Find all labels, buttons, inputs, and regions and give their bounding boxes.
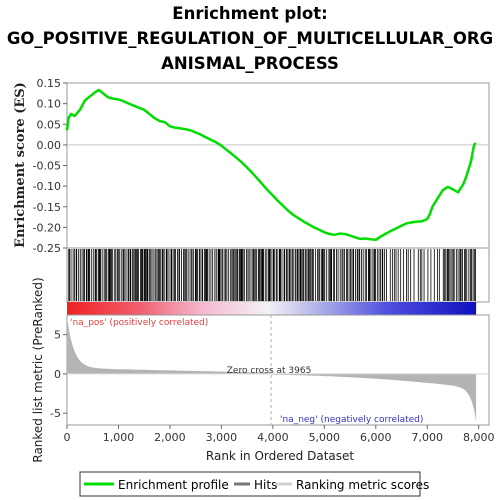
chart-title-line-3: ANISMAL_PROCESS	[161, 54, 339, 73]
legend-frame	[79, 471, 421, 497]
x-tick-label: 0	[64, 431, 71, 444]
es-tick-label: -0.25	[33, 242, 61, 255]
color-bar-gradient	[67, 302, 477, 315]
positive-correlation-label: 'na_pos' (positively correlated)	[70, 318, 208, 328]
es-tick-label: -0.05	[33, 160, 61, 173]
metric-tick-label: -5	[50, 407, 61, 420]
hits-panel	[66, 247, 490, 303]
es-tick-label: -0.15	[33, 201, 61, 214]
x-tick-label: 1,000	[103, 431, 135, 444]
x-tick-label: 4,000	[257, 431, 289, 444]
es-axis-label: Enrichment score (ES)	[13, 82, 28, 248]
es-tick-label: 0.00	[37, 139, 62, 152]
x-tick-label: 7,000	[411, 431, 443, 444]
ranking-color-bar	[67, 302, 477, 315]
es-tick-label: -0.20	[33, 221, 61, 234]
es-tick-label: 0.10	[37, 98, 62, 111]
es-tick-label: 0.15	[37, 77, 62, 90]
x-tick-label: 6,000	[360, 431, 392, 444]
legend-label-enrichment-profile: Enrichment profile	[118, 478, 229, 492]
x-axis-label: Rank in Ordered Dataset	[206, 449, 354, 463]
es-tick-label: -0.10	[33, 180, 61, 193]
metric-axis-label: Ranked list metric (PreRanked)	[31, 277, 45, 462]
negative-correlation-label: 'na_neg' (negatively correlated)	[280, 415, 423, 425]
metric-tick-label: 5	[54, 329, 61, 342]
x-tick-label: 8,000	[463, 431, 495, 444]
x-tick-label: 2,000	[154, 431, 186, 444]
x-tick-label: 5,000	[309, 431, 341, 444]
metric-tick-label: 0	[54, 368, 61, 381]
es-panel-frame	[66, 82, 490, 249]
enrichment-profile-line	[65, 88, 477, 242]
legend: Enrichment profile Hits Ranking metric s…	[79, 471, 429, 497]
es-tick-label: 0.05	[37, 118, 62, 131]
es-panel: 0.15 0.10 0.05 0.00 -0.05 -0.10 -0.15 -0.20 -0.2…	[33, 77, 490, 255]
metric-panel: 5 0 -5 'na_pos' (positively correlated) Ze…	[50, 314, 490, 426]
chart-title-line-1: Enrichment plot:	[172, 4, 327, 23]
chart-title-line-2: GO_POSITIVE_REGULATION_OF_MULTICELLULAR_…	[7, 29, 493, 48]
x-tick-label: 3,000	[206, 431, 238, 444]
legend-label-ranking-metric: Ranking metric scores	[296, 478, 429, 492]
legend-label-hits: Hits	[254, 478, 277, 492]
zero-cross-label: Zero cross at 3965	[227, 366, 312, 376]
